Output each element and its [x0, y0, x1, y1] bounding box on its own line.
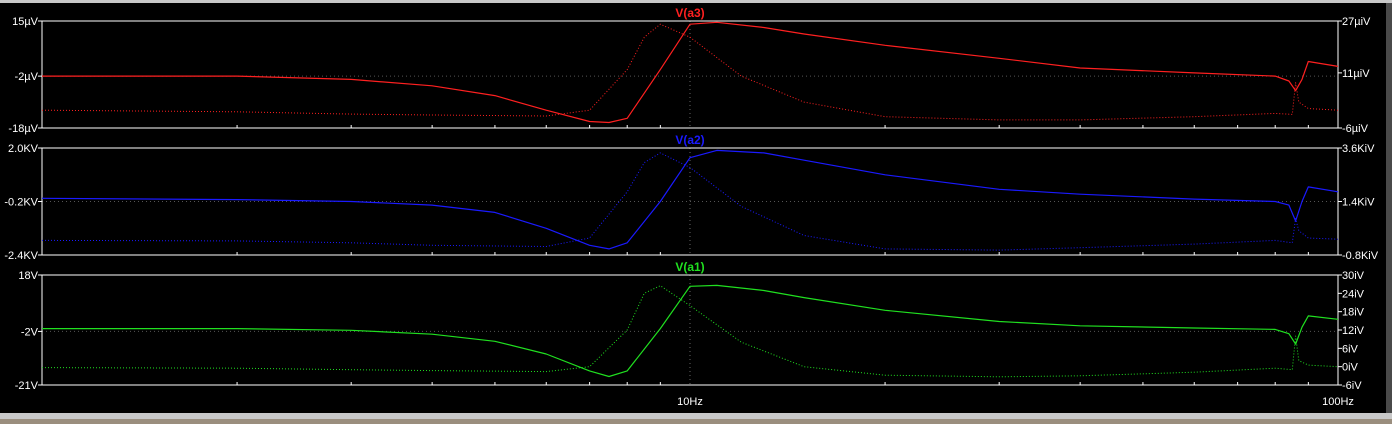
pane-frames	[38, 20, 1342, 386]
left-axis-tick-label: -2V	[21, 326, 39, 338]
x-axis-tick-label: 10Hz	[677, 396, 703, 408]
right-axis-tick-label: 3.6KiV	[1342, 143, 1375, 155]
top-chrome-strip	[0, 0, 1392, 3]
traces	[41, 21, 1339, 378]
pane-frame	[41, 20, 1339, 129]
phase-trace	[41, 285, 1339, 378]
phase-trace	[41, 152, 1339, 251]
axis-labels: 15µV -2µV -18µV 27µiV 11µiV -6µiV V(a3) 2.0KV -0…	[4, 6, 1378, 408]
left-axis-tick-label: -21V	[15, 380, 39, 392]
right-axis-tick-label: 12iV	[1342, 325, 1365, 337]
pane-title: V(a3)	[675, 6, 704, 20]
x-axis-tick-label: 100Hz	[1322, 396, 1354, 408]
left-axis-tick-label: 2.0KV	[8, 143, 39, 155]
right-axis-tick-label: 30iV	[1342, 270, 1365, 282]
magnitude-trace	[42, 284, 1339, 378]
right-axis-tick-label: -6iV	[1342, 380, 1362, 392]
right-axis-tick-label: 18iV	[1342, 307, 1365, 319]
left-axis-tick-label: -2µV	[15, 71, 39, 83]
phase-trace	[41, 23, 1339, 121]
left-axis-tick-label: -2.4KV	[4, 250, 38, 262]
pane-title: V(a2)	[675, 133, 704, 147]
pane-title: V(a1)	[675, 260, 704, 274]
right-axis-tick-label: 24iV	[1342, 288, 1365, 300]
right-axis-tick-label: 0iV	[1342, 362, 1359, 374]
left-axis-tick-label: -0.2KV	[4, 197, 38, 209]
left-axis-tick-label: -18µV	[8, 123, 38, 135]
bottom-texture-strip	[0, 419, 1392, 424]
right-axis-tick-label: 6iV	[1342, 343, 1359, 355]
right-axis-tick-label: -6µiV	[1342, 123, 1369, 135]
right-axis-tick-label: 27µiV	[1342, 16, 1371, 28]
bottom-scroll-strip[interactable]	[0, 413, 1392, 424]
left-axis-tick-label: 18V	[18, 270, 38, 282]
magnitude-trace	[42, 21, 1339, 124]
right-axis-tick-label: 11µiV	[1342, 68, 1370, 80]
left-axis-tick-label: 15µV	[12, 16, 39, 28]
right-edge-bar	[1386, 3, 1392, 413]
magnitude-trace	[41, 149, 1339, 250]
right-axis-tick-label: -0.8KiV	[1342, 250, 1379, 262]
right-axis-tick-label: 1.4KiV	[1342, 197, 1375, 209]
